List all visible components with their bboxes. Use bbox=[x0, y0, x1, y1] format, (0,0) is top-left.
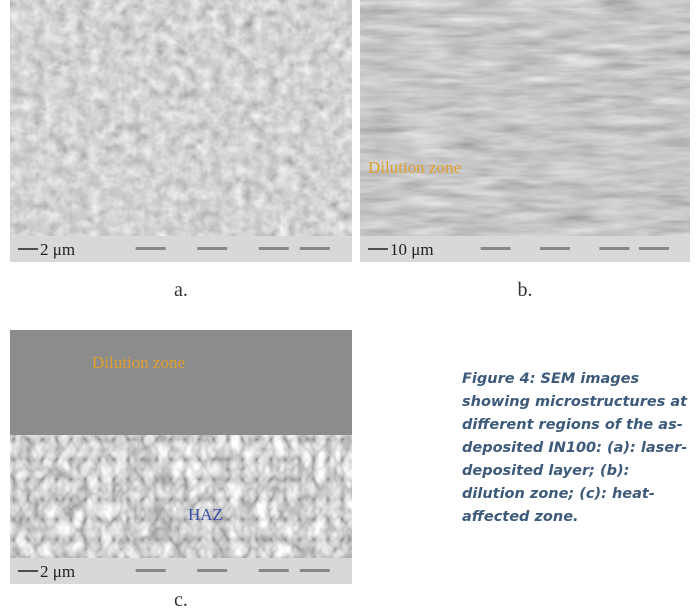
sem-panel: 2 μm a. bbox=[10, 0, 352, 301]
panel-label: c. bbox=[174, 589, 188, 611]
strip-info bbox=[300, 569, 330, 572]
strip-info bbox=[197, 569, 227, 572]
sem-panel: 2 μm c. Dilution zone HAZ bbox=[10, 330, 352, 611]
strip-info bbox=[136, 569, 166, 572]
image-annotation: Dilution zone bbox=[92, 353, 185, 372]
strip-info bbox=[259, 247, 289, 250]
image-annotation: HAZ bbox=[188, 505, 223, 524]
sem-image bbox=[10, 0, 352, 236]
panel-label: b. bbox=[518, 279, 533, 301]
smooth-region bbox=[10, 330, 352, 435]
scale-bar-label: 2 μm bbox=[40, 562, 75, 581]
strip-info bbox=[540, 247, 570, 250]
panel-label: a. bbox=[174, 279, 188, 301]
strip-info bbox=[136, 247, 166, 250]
image-annotation: Dilution zone bbox=[368, 158, 461, 177]
strip-info bbox=[481, 247, 511, 250]
strip-info bbox=[300, 247, 330, 250]
scale-bar-label: 10 μm bbox=[390, 240, 434, 259]
figure-caption: Figure 4: SEM images showing microstruct… bbox=[462, 368, 694, 529]
strip-info bbox=[639, 247, 669, 250]
strip-info bbox=[599, 247, 629, 250]
sem-panel: 10 μm b. Dilution zone bbox=[360, 0, 690, 301]
sem-image bbox=[360, 0, 690, 236]
scale-bar-label: 2 μm bbox=[40, 240, 75, 259]
page: 2 μm a. 10 μm b. Dilution zone 2 μm c. Dilution… bbox=[0, 0, 696, 615]
strip-info bbox=[197, 247, 227, 250]
strip-info bbox=[259, 569, 289, 572]
